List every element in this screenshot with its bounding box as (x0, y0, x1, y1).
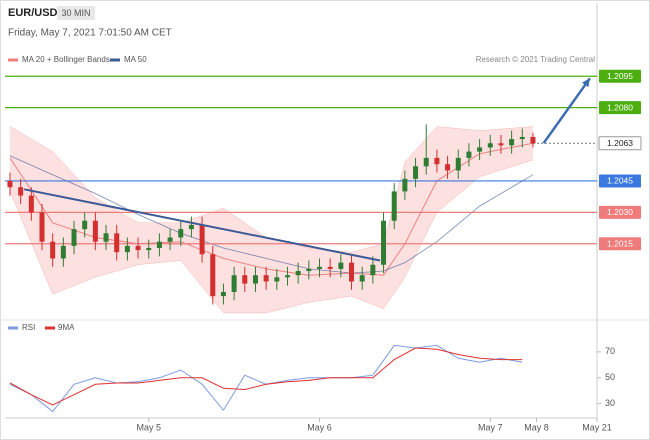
candle-body (327, 266, 333, 269)
candle-body (455, 157, 461, 171)
candle-body (7, 180, 13, 188)
candle-body (466, 151, 472, 158)
candle-body (103, 233, 109, 242)
candle-body (338, 262, 344, 269)
legend-label: MA 50 (124, 55, 147, 64)
candle-body (231, 275, 237, 292)
candle-body (82, 220, 88, 230)
level-label-box (599, 205, 641, 219)
series-line (9, 347, 523, 406)
x-tick-label: May 8 (524, 422, 549, 432)
candle-body (71, 229, 77, 246)
level-label-box (599, 69, 641, 83)
legend-label: RSI (22, 323, 35, 332)
candle-body (477, 147, 483, 152)
y-tick-label: 30 (605, 398, 615, 408)
candle-body (423, 157, 429, 167)
x-tick-label: May 5 (136, 422, 161, 432)
candle-body (391, 191, 397, 221)
candle-body (220, 291, 226, 297)
symbol: EUR/USD (8, 7, 58, 19)
candle-body (487, 143, 493, 148)
x-tick-label: May 21 (582, 422, 612, 432)
level-label: 1.2030 (607, 207, 633, 217)
bollinger-lower (9, 159, 534, 314)
level-label-box (599, 101, 641, 115)
marks: 1.2095 1.2080 1.2063 1.2045 1.2030 1.2015 May … (5, 69, 642, 432)
candle-body (413, 166, 419, 179)
level-label: 1.2015 (607, 239, 633, 249)
candle-body (317, 266, 322, 269)
candle-body (349, 262, 355, 282)
legend-label: 9MA (58, 323, 75, 332)
candle-body (167, 237, 173, 242)
level-label: 1.2045 (607, 176, 633, 186)
candle-body (242, 275, 248, 284)
candle-body (124, 245, 130, 253)
candle-body (60, 245, 66, 259)
candle-body (252, 275, 258, 284)
candle-body (39, 212, 45, 242)
candle-body (434, 157, 440, 165)
candle-body (156, 241, 162, 248)
candle-body (146, 247, 152, 251)
candle-body (50, 241, 56, 259)
forecast-arrow (542, 77, 591, 144)
legend-label: MA 20 + Bollinger Bands (22, 55, 110, 64)
y-tick-label: 70 (605, 346, 615, 356)
candle-body (188, 224, 194, 230)
candle-body (263, 275, 269, 282)
y-tick-label: 50 (605, 372, 615, 382)
timeframe-badge (57, 6, 95, 20)
candle-body (445, 164, 451, 171)
candle-body (306, 268, 312, 272)
candle-body (92, 220, 98, 242)
candle-body (402, 178, 408, 192)
ma50-line (9, 155, 534, 274)
candle-body (370, 264, 376, 276)
trendline (24, 188, 381, 262)
candle-body (135, 245, 141, 251)
candle-body (178, 229, 184, 238)
x-tick-label: May 7 (478, 422, 503, 432)
arrow-head (581, 78, 590, 88)
candle-body (359, 275, 365, 282)
candle-body (381, 220, 387, 265)
candle-body (199, 224, 205, 255)
level-label: 1.2095 (607, 71, 633, 81)
candle-body (28, 195, 34, 213)
level-label-box (598, 136, 642, 151)
timestamp: Friday, May 7, 2021 7:01:50 AM CET (8, 28, 172, 39)
candle-body (509, 139, 515, 146)
candle-body (295, 271, 301, 276)
level-label-box (599, 174, 641, 188)
credit: Research © 2021 Trading Central (476, 55, 596, 64)
x-tick-label: May 6 (307, 422, 332, 432)
candle-body (274, 277, 280, 282)
candle-body (498, 143, 504, 146)
candle-body (519, 136, 525, 140)
candle-body (18, 187, 24, 196)
candle-body (530, 136, 536, 144)
candle-body (210, 254, 216, 297)
candle-body (284, 275, 290, 278)
level-label: 1.2080 (607, 102, 633, 112)
candle-body (114, 233, 120, 253)
level-label-box (599, 237, 641, 251)
level-label: 1.2063 (607, 138, 633, 148)
timeframe: 30 MIN (61, 8, 90, 18)
